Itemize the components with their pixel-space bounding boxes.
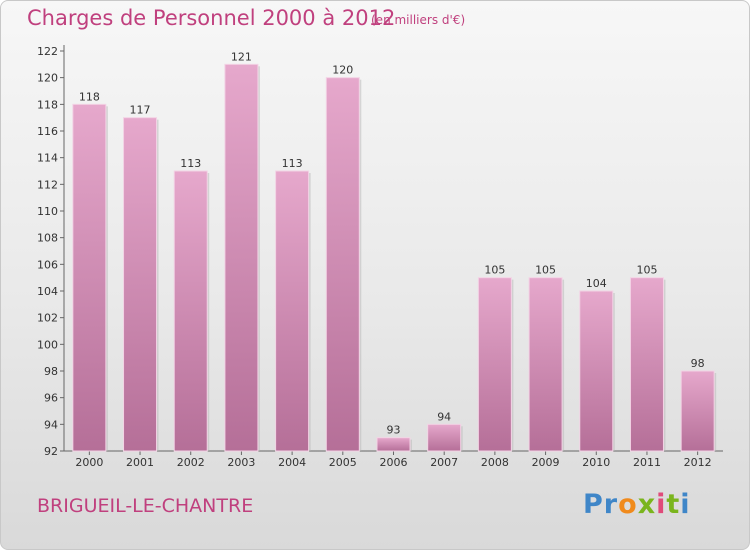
data-label: 94 [437, 410, 451, 423]
commune-name: BRIGUEIL-LE-CHANTRE [37, 495, 254, 517]
data-label: 105 [535, 264, 556, 277]
x-tick-label: 2001 [126, 456, 154, 469]
bar [579, 290, 614, 452]
x-tick-label: 2004 [278, 456, 306, 469]
chart-subtitle: (en milliers d'€) [371, 13, 466, 27]
x-tick-label: 2005 [329, 456, 357, 469]
x-tick-label: 2006 [380, 456, 408, 469]
logo-letter: P [583, 489, 604, 520]
logo-letter: t [666, 489, 681, 520]
x-tick-label: 2011 [633, 456, 661, 469]
proxiti-logo: Proxiti [583, 489, 691, 520]
y-tick-label: 96 [44, 392, 58, 405]
y-tick-label: 116 [37, 125, 58, 138]
x-tick-label: 2000 [75, 456, 103, 469]
x-tick-label: 2007 [430, 456, 458, 469]
y-tick-label: 92 [44, 445, 58, 458]
x-tick-label: 2012 [684, 456, 712, 469]
y-tick-label: 108 [37, 232, 58, 245]
data-label: 93 [387, 424, 401, 437]
chart-title: Charges de Personnel 2000 à 2012 [27, 6, 396, 30]
y-tick-label: 120 [37, 72, 58, 85]
x-tick-label: 2009 [532, 456, 560, 469]
y-tick-label: 102 [37, 312, 58, 325]
bar [275, 170, 310, 452]
bar [427, 423, 462, 452]
bar [224, 63, 259, 452]
data-label: 105 [636, 264, 657, 277]
chart-labels: 118 2000 117 2001 113 2002 121 2003 113 2004 120 20… [75, 50, 711, 469]
y-tick-label: 122 [37, 45, 58, 58]
x-tick-label: 2003 [227, 456, 255, 469]
data-label: 117 [130, 104, 151, 117]
data-label: 120 [332, 64, 353, 77]
bar [680, 370, 715, 452]
bar [72, 103, 107, 452]
y-tick-label: 94 [44, 418, 58, 431]
data-label: 113 [180, 157, 201, 170]
bar [325, 77, 360, 452]
logo-letter: i [656, 489, 667, 520]
data-label: 104 [586, 277, 607, 290]
chart-axes: 92 94 96 98 100 102 104 106 108 110 112 114 116 118 12… [37, 45, 723, 458]
logo-letter: r [603, 489, 619, 520]
y-tick-label: 110 [37, 205, 58, 218]
bar [123, 117, 158, 452]
logo-letter: x [637, 489, 657, 520]
y-tick-label: 112 [37, 178, 58, 191]
y-tick-label: 98 [44, 365, 58, 378]
data-label: 98 [691, 357, 705, 370]
data-label: 118 [79, 90, 100, 103]
bar [477, 277, 512, 452]
bar [629, 277, 664, 452]
x-tick-label: 2010 [582, 456, 610, 469]
bar [376, 437, 411, 452]
chart-bars [72, 63, 717, 452]
y-tick-label: 118 [37, 98, 58, 111]
logo-letter: i [680, 489, 691, 520]
logo-letter: o [618, 489, 638, 520]
data-label: 105 [484, 264, 505, 277]
x-tick-label: 2002 [177, 456, 205, 469]
x-tick-label: 2008 [481, 456, 509, 469]
y-tick-label: 106 [37, 258, 58, 271]
bar [173, 170, 208, 452]
y-tick-label: 104 [37, 285, 58, 298]
data-label: 113 [282, 157, 303, 170]
data-label: 121 [231, 50, 252, 63]
y-tick-label: 100 [37, 338, 58, 351]
bar [528, 277, 563, 452]
y-tick-label: 114 [37, 152, 58, 165]
